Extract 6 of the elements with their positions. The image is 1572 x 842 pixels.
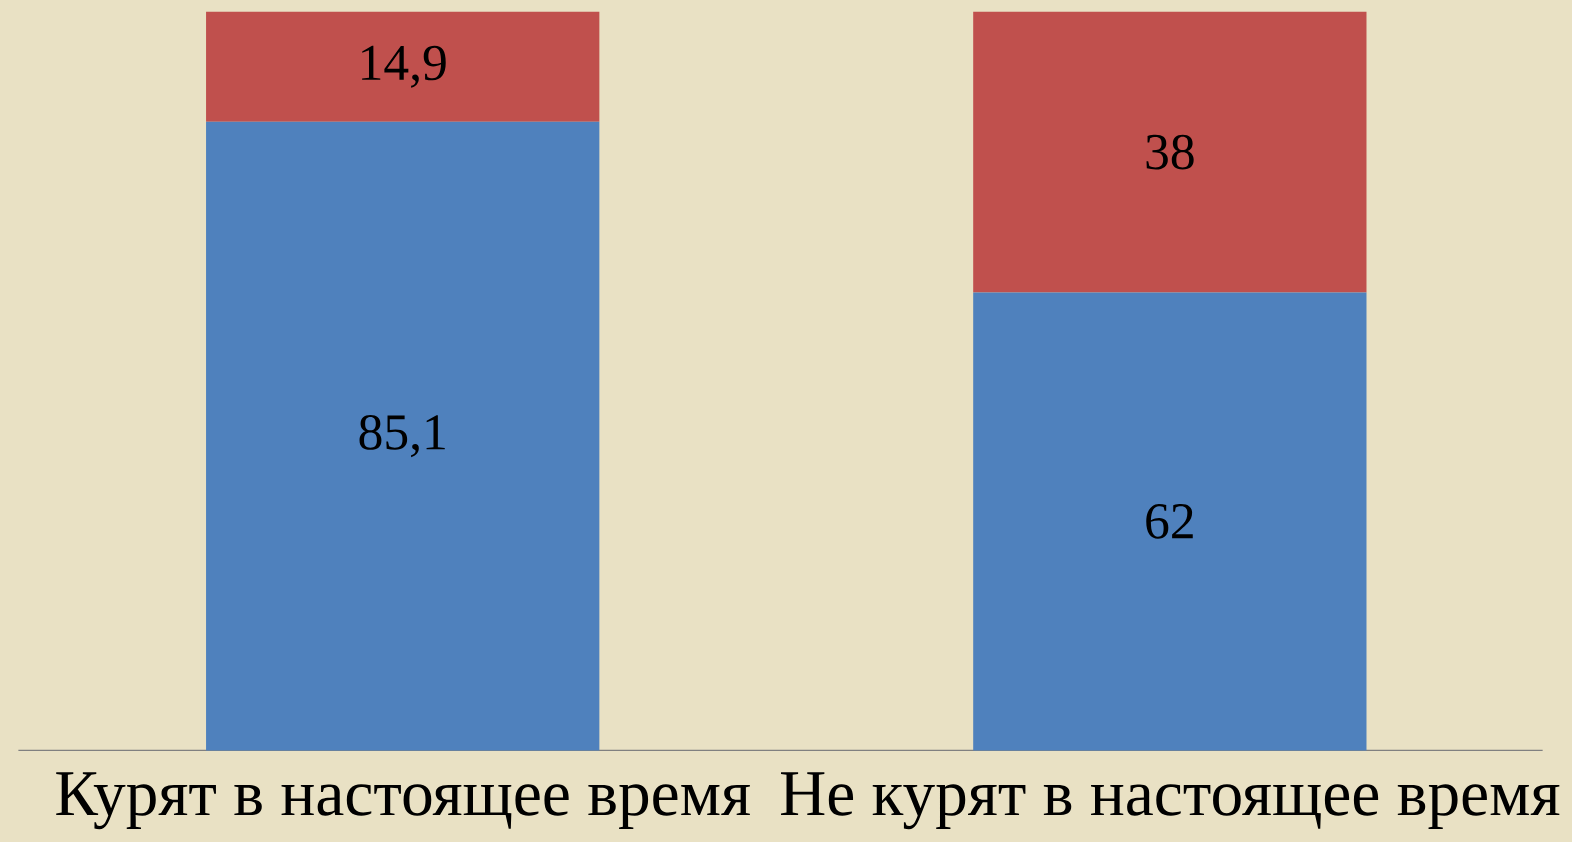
x-tick-label: Не курят в настоящее время xyxy=(781,772,1560,829)
data-label: 85,1 xyxy=(359,414,445,458)
x-tick-label: Курят в настоящее время xyxy=(56,772,750,829)
data-label: 14,9 xyxy=(362,45,446,88)
data-label: 62 xyxy=(1146,503,1193,539)
data-label: 38 xyxy=(1146,134,1194,170)
